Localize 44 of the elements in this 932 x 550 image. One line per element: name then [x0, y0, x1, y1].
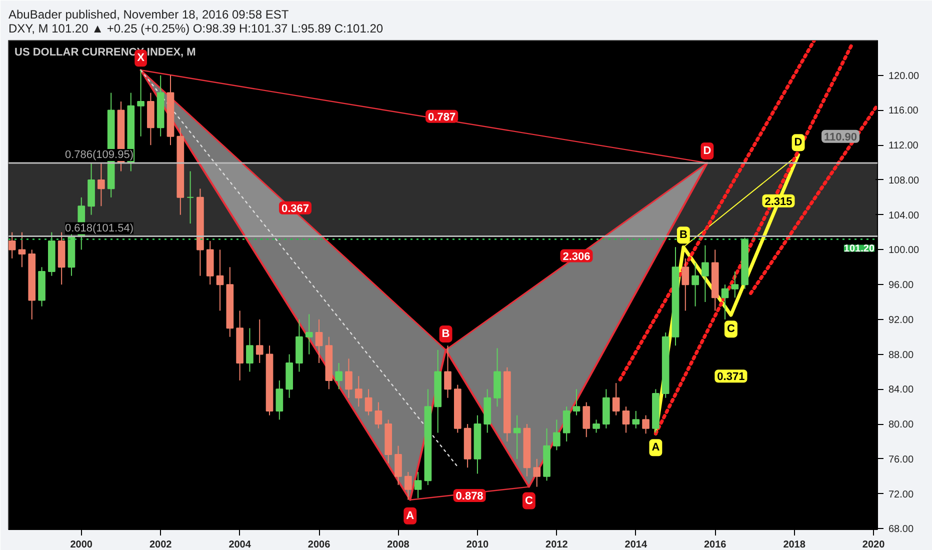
y-tick-label: 72.00	[888, 489, 914, 500]
y-tick-label: 116.00	[888, 106, 919, 117]
x-tick-label: 2018	[783, 540, 806, 550]
y-tick-label: 108.00	[888, 175, 920, 186]
annotation: 2.306	[562, 250, 590, 263]
ref-line-label: 0.786(109.95)	[64, 148, 134, 161]
annotation: B	[679, 229, 688, 242]
x-tick-label: 2002	[149, 540, 172, 550]
x-tick-label: 2008	[387, 540, 410, 550]
y-tick-label: 120.00	[888, 70, 920, 82]
annotation: 2.315	[764, 196, 792, 208]
annotation: 0.878	[456, 490, 484, 503]
x-tick-label: 2016	[704, 540, 727, 550]
y-tick-label: 112.00	[888, 140, 919, 152]
y-tick-label: 88.00	[888, 350, 914, 361]
x-tick-label: 2020	[862, 540, 886, 550]
chart-subtitle: AbuBader published, November 18, 2016 09:58 EST DXY, M 101.20 ▲ +0.25 (+0.25%) O:98.39 H:101.37 L:95.89 C:101.20	[8, 8, 384, 36]
ref-line-label: 0.618(101.54)	[64, 222, 134, 234]
x-tick-label: 2014	[624, 540, 648, 550]
annotation: B	[442, 328, 450, 340]
x-tick-label: 2010	[466, 540, 490, 550]
y-tick-label: 100.00	[888, 245, 920, 256]
y-tick-label: 80.00	[888, 420, 914, 431]
y-tick-label: 92.00	[888, 314, 914, 326]
y-tick-label: 68.00	[888, 524, 914, 536]
annotation: C	[726, 323, 735, 336]
x-tick-label: 2012	[546, 540, 568, 550]
annotation: C	[524, 494, 533, 507]
x-tick-label: 2000	[70, 540, 93, 550]
y-tick-label: 104.00	[888, 210, 920, 222]
annotation: 0.367	[282, 202, 310, 215]
y-tick-label: 76.00	[888, 454, 914, 466]
y-tick-label: 96.00	[888, 280, 914, 292]
annotation: D	[794, 136, 802, 149]
y-tick-label: 84.00	[888, 384, 914, 396]
x-tick-label: 2006	[308, 540, 331, 550]
annotation: 110.90	[824, 131, 858, 144]
annotation: D	[703, 144, 712, 157]
annotation: A	[406, 510, 414, 522]
annotation: A	[652, 442, 660, 454]
annotation: 0.787	[428, 111, 456, 124]
annotation: 0.371	[717, 371, 745, 384]
ref-line-label: 101.20	[844, 244, 875, 255]
x-tick-label: 2004	[228, 540, 252, 550]
